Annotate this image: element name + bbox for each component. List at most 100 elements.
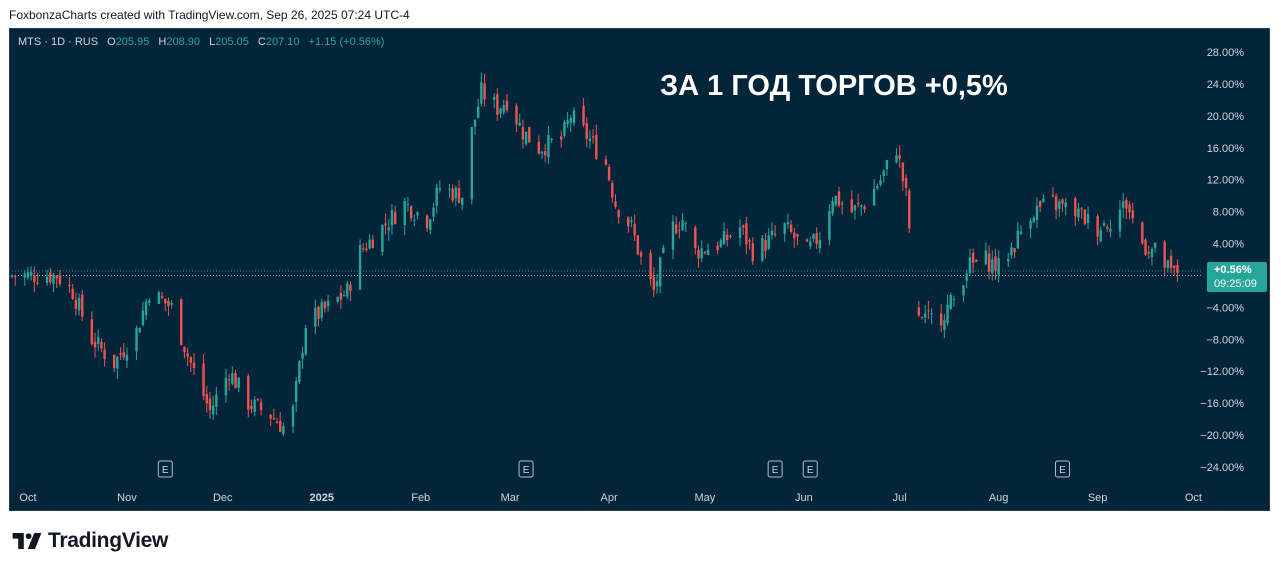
earnings-marker <box>767 460 783 478</box>
candle-body <box>116 356 119 369</box>
candle-body <box>1032 217 1035 223</box>
x-tick-label: Sep <box>1088 492 1108 504</box>
candle-body <box>975 259 978 262</box>
candle-body <box>269 414 272 419</box>
candle-body <box>45 277 49 283</box>
candle-body <box>834 195 838 205</box>
candle-body <box>141 310 145 326</box>
candle-body <box>607 166 611 180</box>
candle-body <box>684 222 687 224</box>
candle-body <box>537 141 541 154</box>
candle-body <box>409 206 413 219</box>
candle-body <box>103 349 106 359</box>
candle-body <box>119 353 122 356</box>
candle-body <box>365 248 368 251</box>
candle-body <box>215 394 218 407</box>
chart-annotation: ЗА 1 ГОД ТОРГОВ +0,5% <box>660 70 1008 102</box>
tradingview-logo-icon <box>12 533 42 549</box>
candle-body <box>652 276 655 290</box>
candle-body <box>697 249 700 259</box>
candle-body <box>77 297 81 311</box>
candle-body <box>135 328 138 352</box>
x-tick-label: Jul <box>893 492 907 504</box>
bar-countdown-label: 09:25:09 <box>1214 278 1257 290</box>
candle-body <box>55 275 58 279</box>
candle-body <box>406 203 410 205</box>
candle-body <box>205 394 208 404</box>
candle-body <box>968 257 972 274</box>
chart-frame[interactable]: 28.00% 24.00% 20.00% 16.00% 12.00% 8.00% 4.00%… <box>9 28 1270 511</box>
candle-body <box>879 180 882 185</box>
candle-body <box>831 201 834 214</box>
candle-body <box>793 232 796 239</box>
y-tick-label: −4.00% <box>1206 302 1244 314</box>
candle-body <box>614 201 617 207</box>
candle-body <box>1080 208 1083 210</box>
candle-body <box>939 313 943 326</box>
earnings-marker-label: E <box>807 465 814 476</box>
candle-body <box>170 302 173 305</box>
candle-body <box>655 281 659 287</box>
candle-body <box>987 253 991 272</box>
candle-body <box>904 178 908 188</box>
candle-body <box>885 160 889 170</box>
candle-body <box>304 327 307 355</box>
x-tick-label: Dec <box>213 492 233 504</box>
candle-body <box>515 105 518 125</box>
candle-body <box>764 239 767 252</box>
candle-body <box>1038 201 1042 207</box>
earnings-marker <box>802 460 818 478</box>
candle-body <box>761 238 764 261</box>
symbol-label[interactable]: MTS · 1D · RUS <box>18 36 99 48</box>
candle-body <box>381 225 384 253</box>
candle-body <box>1029 220 1032 229</box>
candle-body <box>183 346 186 353</box>
candle-body <box>211 405 215 415</box>
x-tick-label: Jun <box>795 492 813 504</box>
x-tick-label: Aug <box>989 492 1009 504</box>
candle-body <box>895 155 898 163</box>
candle-body <box>160 296 164 298</box>
candle-body <box>122 352 125 358</box>
candle-body <box>432 207 435 217</box>
candle-body <box>828 211 831 240</box>
y-tick-label: 12.00% <box>1207 175 1245 187</box>
tradingview-logo[interactable]: TradingView <box>12 529 168 553</box>
candle-body <box>1125 199 1128 209</box>
y-tick-label: 28.00% <box>1207 47 1245 59</box>
price-chart[interactable]: 28.00% 24.00% 20.00% 16.00% 12.00% 8.00% 4.00%… <box>10 29 1271 512</box>
candle-body <box>751 243 754 262</box>
candle-body <box>617 210 620 218</box>
candle-body <box>1109 228 1112 232</box>
candle-body <box>1074 198 1077 217</box>
candle-body <box>314 307 317 327</box>
candle-body <box>1153 242 1157 248</box>
candle-body <box>694 227 697 249</box>
x-tick-label: Nov <box>117 492 137 504</box>
candle-body <box>1054 196 1058 211</box>
candle-body <box>876 186 879 189</box>
candle-body <box>639 252 643 257</box>
candle-body <box>429 219 432 230</box>
open-label: O <box>107 36 116 48</box>
candle-body <box>681 220 684 230</box>
candle-body <box>1141 222 1144 244</box>
candle-body <box>349 284 352 291</box>
candle-body <box>234 372 237 389</box>
candle-body <box>425 215 429 229</box>
candle-body <box>770 230 774 236</box>
candle-body <box>729 235 732 238</box>
candle-body <box>259 402 263 411</box>
candle-body <box>1150 249 1154 258</box>
y-tick-label: 20.00% <box>1207 111 1245 123</box>
candle-body <box>674 224 678 234</box>
candle-body <box>924 313 927 318</box>
candle-body <box>872 188 876 206</box>
candle-body <box>965 273 968 281</box>
candle-body <box>812 234 815 240</box>
candle-body <box>528 127 531 143</box>
tradingview-brand: TradingView <box>48 529 169 552</box>
candle-body <box>457 188 461 203</box>
candle-body <box>700 248 703 259</box>
y-tick-label: −8.00% <box>1206 334 1244 346</box>
